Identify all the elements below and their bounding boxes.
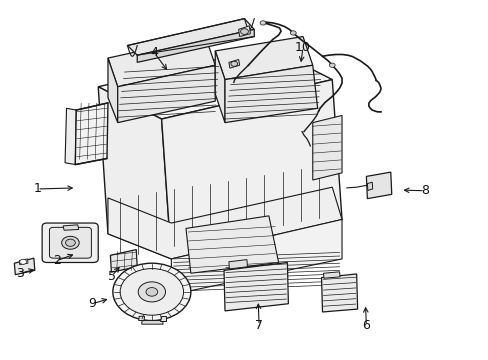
Circle shape: [290, 31, 296, 35]
Circle shape: [138, 282, 165, 302]
Polygon shape: [108, 37, 215, 87]
Polygon shape: [224, 262, 288, 311]
Polygon shape: [63, 225, 79, 230]
Circle shape: [260, 21, 265, 25]
Polygon shape: [366, 182, 372, 190]
Polygon shape: [108, 187, 341, 259]
Text: 2: 2: [53, 254, 61, 267]
Polygon shape: [323, 272, 339, 278]
Polygon shape: [366, 172, 391, 199]
Polygon shape: [127, 19, 254, 55]
Circle shape: [113, 263, 190, 320]
Polygon shape: [98, 87, 171, 259]
Polygon shape: [118, 65, 215, 123]
FancyBboxPatch shape: [42, 223, 98, 262]
FancyBboxPatch shape: [49, 227, 91, 258]
Polygon shape: [98, 47, 331, 119]
Polygon shape: [14, 258, 35, 275]
Circle shape: [120, 269, 183, 315]
Polygon shape: [321, 274, 357, 312]
Text: 7: 7: [255, 319, 263, 332]
Text: 4: 4: [150, 46, 158, 59]
Polygon shape: [228, 59, 239, 68]
Polygon shape: [215, 51, 224, 123]
Polygon shape: [108, 58, 118, 123]
Polygon shape: [160, 316, 165, 320]
Polygon shape: [75, 103, 108, 165]
Polygon shape: [185, 216, 278, 273]
Polygon shape: [224, 65, 317, 123]
Text: 5: 5: [108, 270, 116, 283]
Polygon shape: [139, 316, 144, 320]
Text: 10: 10: [294, 41, 310, 54]
Polygon shape: [238, 26, 250, 37]
Polygon shape: [137, 30, 254, 62]
Text: 9: 9: [88, 297, 96, 310]
Text: 1: 1: [33, 183, 41, 195]
Polygon shape: [65, 108, 76, 165]
Circle shape: [230, 61, 237, 66]
Text: 3: 3: [16, 267, 24, 280]
Polygon shape: [161, 80, 341, 259]
Circle shape: [146, 288, 158, 296]
Polygon shape: [171, 220, 341, 295]
Circle shape: [65, 239, 75, 246]
Polygon shape: [142, 320, 163, 324]
Circle shape: [61, 236, 79, 249]
Polygon shape: [228, 260, 247, 269]
Text: 6: 6: [362, 319, 369, 332]
Polygon shape: [312, 116, 341, 180]
Text: 8: 8: [420, 184, 428, 197]
Circle shape: [240, 29, 248, 35]
Circle shape: [20, 259, 26, 264]
Circle shape: [329, 63, 334, 67]
Polygon shape: [19, 259, 28, 265]
Polygon shape: [110, 249, 137, 272]
Polygon shape: [215, 37, 312, 80]
